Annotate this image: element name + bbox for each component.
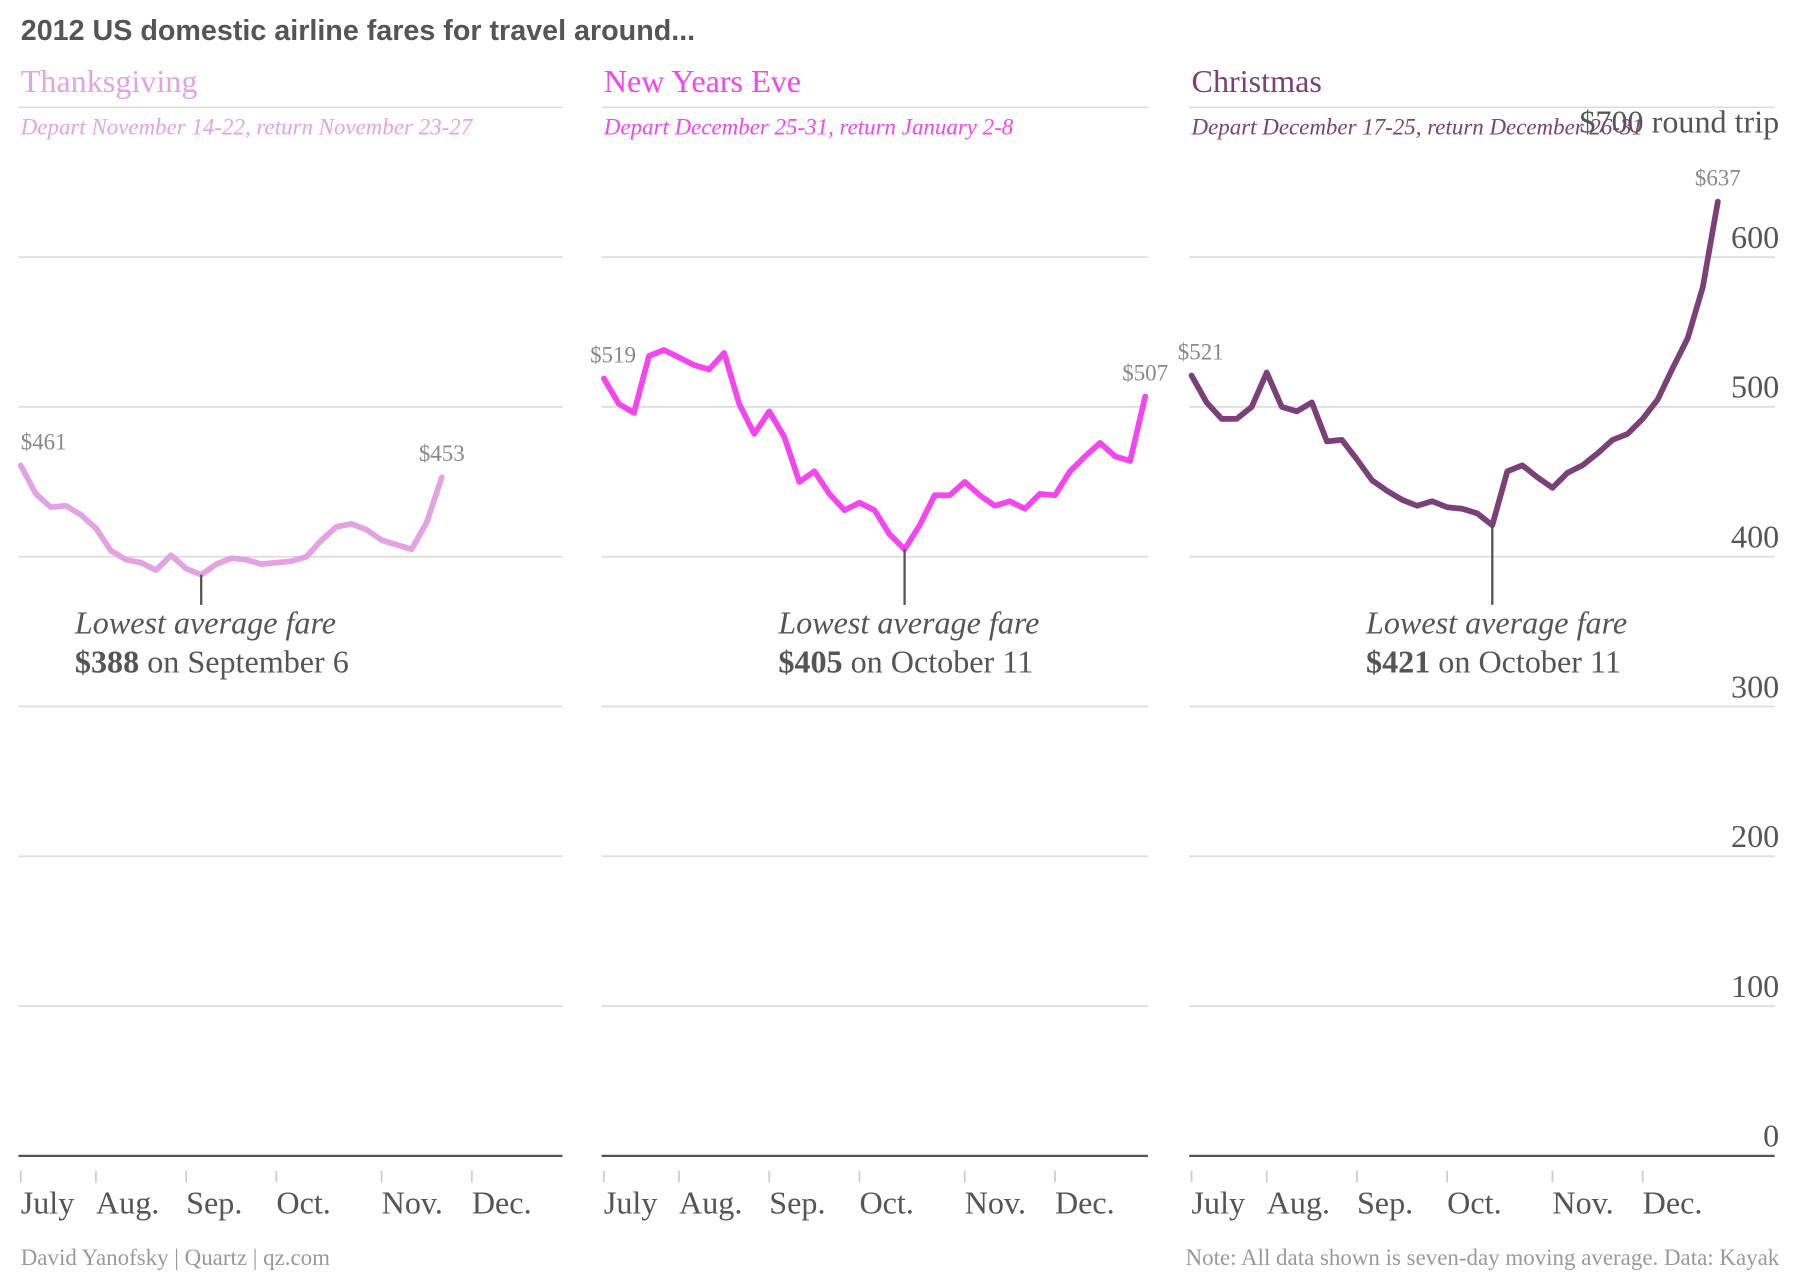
x-tick-label: Nov.: [965, 1184, 1026, 1220]
annotation-detail: $421 on October 11: [1366, 644, 1621, 680]
value-label: $519: [590, 342, 636, 367]
fare-line: [17, 462, 445, 578]
x-tick-label: Nov.: [382, 1184, 443, 1220]
y-tick-label: 500: [1731, 369, 1779, 405]
y-tick-label: 300: [1731, 668, 1779, 704]
x-tick-label: Oct.: [276, 1184, 330, 1220]
x-tick-label: Sep.: [1357, 1184, 1413, 1220]
credit: David Yanofsky | Quartz | qz.com: [21, 1245, 330, 1270]
panel-subtitle: Depart December 25-31, return January 2-…: [603, 114, 1014, 139]
annotation-text: Lowest average fare: [74, 605, 336, 641]
panel-subtitle: Depart December 17-25, return December 2…: [1191, 114, 1643, 139]
x-tick-label: Aug.: [96, 1184, 159, 1220]
value-label: $637: [1695, 166, 1741, 191]
value-label: $461: [21, 429, 67, 454]
x-tick-label: Oct.: [1447, 1184, 1501, 1220]
x-tick-label: Dec.: [472, 1184, 532, 1220]
note: Note: All data shown is seven-day moving…: [1186, 1245, 1780, 1270]
annotation-value: $421: [1366, 644, 1430, 680]
annotation-text: Lowest average fare: [777, 605, 1039, 641]
value-label: $453: [419, 441, 465, 466]
annotation-value: $388: [75, 644, 139, 680]
y-tick-label: 200: [1731, 818, 1779, 854]
y-tick-label: 600: [1731, 219, 1779, 255]
x-tick-label: July: [21, 1184, 75, 1220]
panel-title: Christmas: [1192, 63, 1322, 99]
panel-title: Thanksgiving: [21, 63, 198, 99]
x-tick-label: Dec.: [1643, 1184, 1703, 1220]
x-tick-label: July: [1192, 1184, 1246, 1220]
y-tick-label: 0: [1763, 1118, 1779, 1154]
panel-subtitle: Depart November 14-22, return November 2…: [20, 114, 474, 139]
annotation-text: Lowest average fare: [1365, 605, 1627, 641]
x-tick-label: Nov.: [1552, 1184, 1613, 1220]
value-label: $521: [1178, 339, 1224, 364]
annotation-date: on September 6: [147, 644, 349, 680]
annotation-detail: $405 on October 11: [778, 644, 1033, 680]
y-tick-label: 100: [1731, 968, 1779, 1004]
x-tick-label: Aug.: [679, 1184, 742, 1220]
value-label: $507: [1122, 360, 1168, 385]
x-tick-label: Aug.: [1267, 1184, 1330, 1220]
annotation-date: on October 11: [851, 644, 1034, 680]
panel-title: New Years Eve: [604, 63, 801, 99]
y-tick-label: 400: [1731, 519, 1779, 555]
x-tick-label: Sep.: [186, 1184, 242, 1220]
y-tick-label: $700 round trip: [1579, 104, 1779, 140]
chart-title: 2012 US domestic airline fares for trave…: [21, 15, 695, 47]
x-tick-label: Dec.: [1055, 1184, 1115, 1220]
annotation-detail: $388 on September 6: [75, 644, 349, 680]
x-tick-label: Oct.: [859, 1184, 913, 1220]
fare-line: [600, 347, 1149, 553]
x-tick-label: July: [604, 1184, 658, 1220]
x-tick-label: Sep.: [769, 1184, 825, 1220]
annotation-date: on October 11: [1438, 644, 1621, 680]
fare-line: [1188, 198, 1721, 529]
annotation-value: $405: [778, 644, 842, 680]
